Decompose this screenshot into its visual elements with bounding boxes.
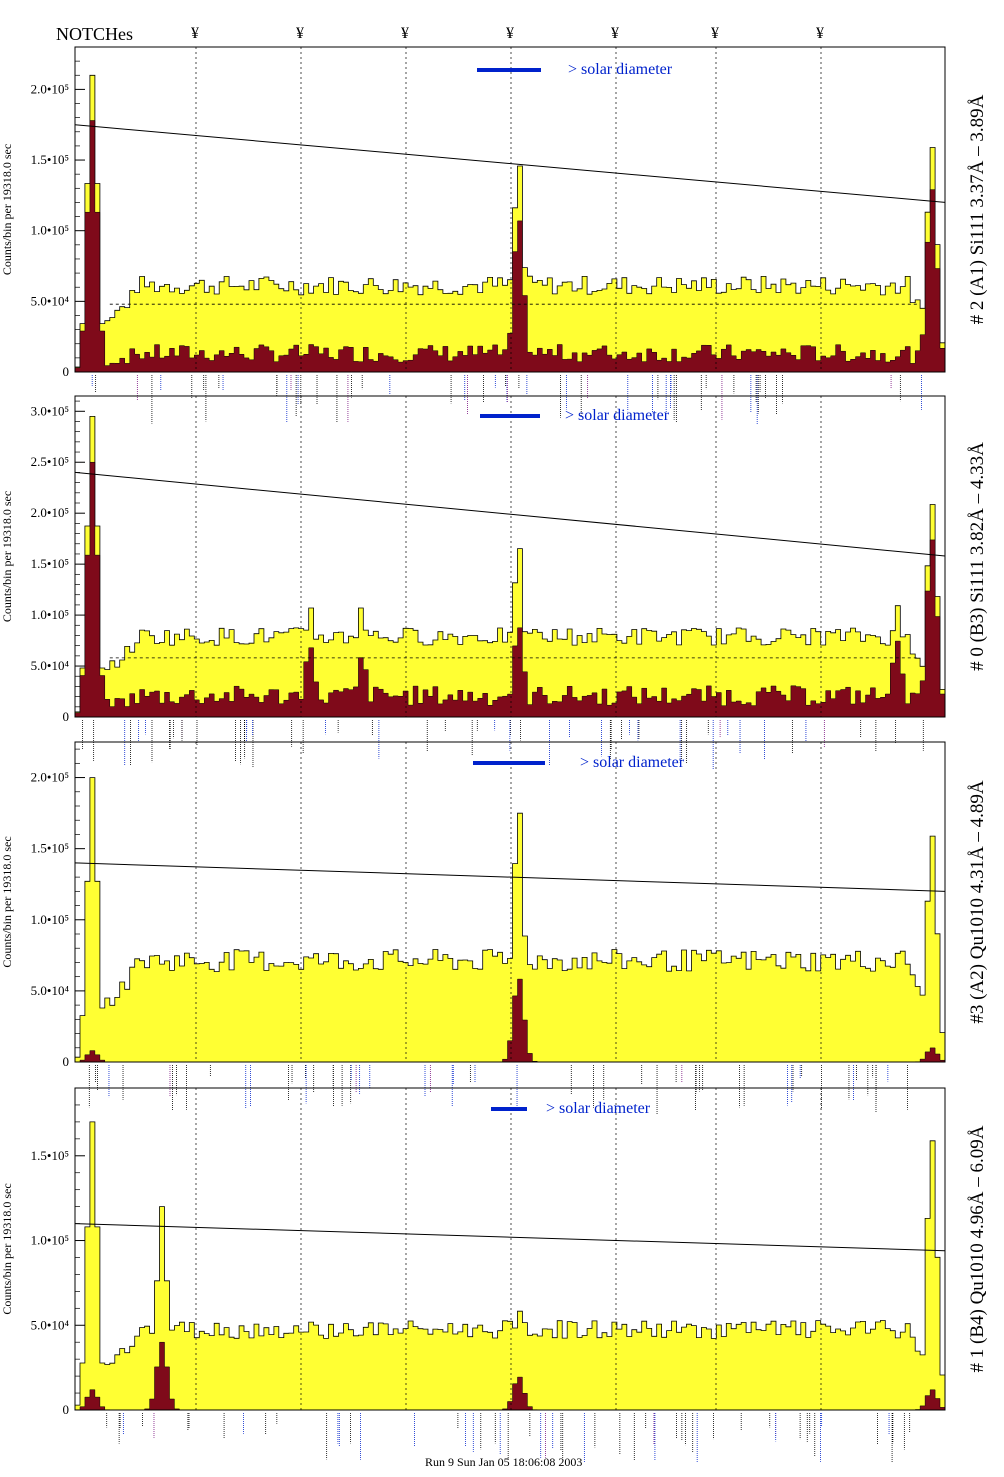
y-tick-label: 1.5•10⁵: [31, 841, 69, 856]
y-tick-label: 1.0•10⁵: [31, 912, 69, 927]
y-tick-label: 0: [63, 1054, 70, 1069]
panel-4: 0 5.0•10⁴ 1.0•10⁵ 1.5•10⁵ Counts/bin per 193…: [0, 1087, 988, 1463]
y-tick-label: 5.0•10⁴: [31, 1317, 70, 1332]
y-tick-label: 3.0•10⁵: [31, 403, 69, 418]
solar-diameter-bar: [473, 761, 545, 765]
plot-frame: [74, 1087, 946, 1411]
panels: 0 5.0•10⁴ 1.0•10⁵ 1.5•10⁵ 2.0•10⁵ Counts/bin …: [0, 46, 988, 1463]
panel-title: #3 (A2) Qu1010 4.31Å – 4.89Å: [967, 780, 988, 1024]
solar-diameter-label: > solar diameter: [568, 61, 673, 78]
y-tick-label: 1.0•10⁵: [31, 223, 69, 238]
solar-diameter-bar: [491, 1107, 527, 1111]
notch-symbol: ¥: [711, 25, 719, 42]
y-axis-label: Counts/bin per 19318.0 sec: [0, 144, 14, 275]
y-tick-label: 1.5•10⁵: [31, 1148, 69, 1163]
total-counts-histogram: [74, 777, 946, 1063]
solar-diameter-bar: [480, 414, 540, 418]
y-tick-label: 2.0•10⁵: [31, 505, 69, 520]
y-axis-label: Counts/bin per 19318.0 sec: [0, 836, 14, 967]
plot-frame: [74, 395, 946, 718]
selected-counts-histogram: [74, 120, 946, 373]
panel-title: # 2 (A1) Si111 3.37Å – 3.89Å: [967, 94, 988, 324]
reference-line: [74, 124, 946, 203]
solar-diameter-label: > solar diameter: [580, 754, 685, 771]
run-info-footer: Run 9 Sun Jan 05 18:06:08 2003: [425, 1455, 582, 1469]
notch-symbol: ¥: [611, 25, 619, 42]
selected-counts-histogram: [74, 461, 946, 718]
solar-diameter-label: > solar diameter: [546, 1100, 651, 1117]
y-tick-label: 5.0•10⁴: [31, 658, 70, 673]
reference-line: [74, 1223, 946, 1252]
y-tick-label: 0: [63, 709, 70, 724]
y-tick-label: 0: [63, 1402, 70, 1417]
y-tick-label: 5.0•10⁴: [31, 983, 70, 998]
total-counts-histogram: [74, 416, 946, 718]
y-tick-label: 1.5•10⁵: [31, 556, 69, 571]
y-axis-label: Counts/bin per 19318.0 sec: [0, 1183, 14, 1314]
solar-diameter-bar: [477, 68, 541, 72]
y-tick-label: 2.5•10⁵: [31, 454, 69, 469]
total-counts-histogram: [74, 74, 946, 373]
notch-symbol: ¥: [401, 25, 409, 42]
solar-diameter-label: > solar diameter: [565, 407, 670, 424]
y-axis-label: Counts/bin per 19318.0 sec: [0, 491, 14, 622]
notch-symbol: ¥: [191, 25, 199, 42]
y-tick-label: 5.0•10⁴: [31, 293, 70, 308]
reference-line: [74, 862, 946, 892]
notch-symbol: ¥: [816, 25, 824, 42]
panel-title: # 1 (B4) Qu1010 4.96Å – 6.09Å: [967, 1125, 988, 1372]
notch-symbol: ¥: [296, 25, 304, 42]
notches-label: NOTCHes: [56, 24, 133, 44]
y-tick-label: 0: [63, 364, 70, 379]
panel-1: 0 5.0•10⁴ 1.0•10⁵ 1.5•10⁵ 2.0•10⁵ Counts/bin …: [0, 46, 988, 425]
plot-frame: [74, 46, 946, 373]
y-tick-label: 2.0•10⁵: [31, 81, 69, 96]
y-tick-label: 1.0•10⁵: [31, 1233, 69, 1248]
notch-symbol: ¥: [506, 25, 514, 42]
y-tick-label: 1.0•10⁵: [31, 607, 69, 622]
y-tick-label: 2.0•10⁵: [31, 770, 69, 785]
panel-3: 0 5.0•10⁴ 1.0•10⁵ 1.5•10⁵ 2.0•10⁵ Counts/bin …: [0, 741, 988, 1115]
total-counts-histogram: [74, 1121, 946, 1411]
notch-markers: ¥ ¥ ¥ ¥ ¥ ¥ ¥: [191, 25, 824, 42]
panel-title: # 0 (B3) Si111 3.82Å – 4.33Å: [967, 442, 988, 671]
plot-frame: [74, 741, 946, 1063]
y-tick-label: 1.5•10⁵: [31, 152, 69, 167]
panel-2: 0 5.0•10⁴ 1.0•10⁵ 1.5•10⁵ 2.0•10⁵ 2.5•10⁵ 3.0•…: [0, 395, 988, 770]
reference-line: [74, 471, 946, 557]
